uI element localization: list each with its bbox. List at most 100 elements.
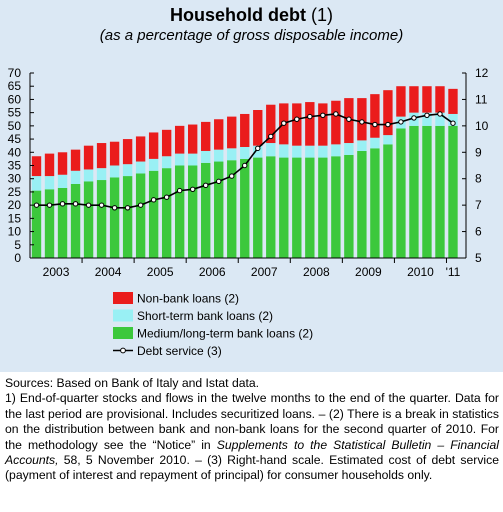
bar-non-bank-8 bbox=[135, 136, 146, 162]
bar-short-term-11 bbox=[174, 153, 185, 166]
left-tick-label-12: 60 bbox=[8, 92, 22, 106]
bar-non-bank-28 bbox=[396, 86, 406, 117]
debt-service-point-23 bbox=[333, 111, 339, 117]
x-tick-label-3: 2006 bbox=[199, 265, 226, 279]
debt-service-point-18 bbox=[268, 133, 274, 140]
debt-service-point-29 bbox=[411, 115, 417, 121]
left-tick-label-10: 50 bbox=[8, 119, 22, 133]
x-tick-label-1: 2004 bbox=[95, 265, 122, 279]
debt-service-point-11 bbox=[176, 187, 183, 194]
bar-non-bank-31 bbox=[435, 86, 445, 113]
bar-non-bank-15 bbox=[227, 116, 237, 149]
debt-service-point-21 bbox=[307, 113, 313, 120]
legend-debt-service-label: Debt service (3) bbox=[137, 344, 222, 358]
bar-medium-long-term-21 bbox=[305, 157, 315, 258]
chart-title-text: Household debt bbox=[169, 5, 306, 25]
bar-medium-long-term-9 bbox=[148, 170, 159, 258]
bar-medium-long-term-16 bbox=[240, 158, 250, 258]
left-tick-label-1: 5 bbox=[14, 238, 21, 252]
left-tick-label-3: 15 bbox=[8, 211, 22, 225]
debt-service-point-12 bbox=[189, 186, 196, 192]
bar-medium-long-term-11 bbox=[174, 165, 185, 258]
bar-non-bank-30 bbox=[422, 86, 432, 113]
bar-non-bank-18 bbox=[266, 104, 276, 144]
bar-non-bank-2 bbox=[57, 152, 68, 175]
bar-short-term-25 bbox=[357, 140, 367, 151]
bar-short-term-26 bbox=[370, 137, 380, 149]
bar-short-term-4 bbox=[83, 169, 94, 182]
bar-non-bank-5 bbox=[96, 143, 107, 169]
bar-medium-long-term-32 bbox=[448, 125, 458, 258]
debt-service-point-5 bbox=[98, 202, 105, 208]
bar-non-bank-29 bbox=[409, 86, 419, 113]
debt-service-point-4 bbox=[85, 202, 92, 208]
right-tick-label-0: 5 bbox=[475, 251, 482, 265]
bar-non-bank-27 bbox=[383, 90, 393, 136]
bar-short-term-7 bbox=[122, 164, 133, 177]
right-tick-label-1: 6 bbox=[475, 225, 482, 239]
left-tick-label-7: 35 bbox=[8, 159, 22, 173]
bar-short-term-9 bbox=[148, 158, 159, 171]
bar-medium-long-term-31 bbox=[435, 125, 445, 258]
x-tick-label-6: 2009 bbox=[355, 265, 382, 279]
left-tick-label-13: 65 bbox=[8, 79, 22, 93]
bar-short-term-21 bbox=[305, 145, 315, 158]
debt-service-point-31 bbox=[437, 111, 443, 117]
debt-service-point-17 bbox=[255, 145, 261, 152]
bar-non-bank-16 bbox=[240, 113, 250, 147]
bar-short-term-19 bbox=[279, 144, 289, 158]
bars-layer bbox=[31, 86, 458, 258]
bar-medium-long-term-2 bbox=[57, 187, 68, 258]
bar-non-bank-21 bbox=[305, 102, 315, 146]
x-tick-label-5: 2008 bbox=[303, 265, 330, 279]
debt-service-point-6 bbox=[111, 205, 118, 211]
bar-short-term-16 bbox=[240, 147, 250, 159]
chart-panel bbox=[0, 0, 503, 372]
bar-non-bank-23 bbox=[331, 100, 341, 145]
bar-non-bank-14 bbox=[214, 119, 224, 150]
bar-short-term-31 bbox=[435, 112, 445, 126]
bar-non-bank-32 bbox=[448, 88, 458, 114]
sources-note: Sources: Based on Bank of Italy and Ista… bbox=[5, 376, 260, 390]
bar-medium-long-term-18 bbox=[266, 156, 276, 258]
debt-service-point-14 bbox=[216, 178, 222, 185]
legend-medium-long-term-bank-loans-label: Medium/long-term bank loans (2) bbox=[137, 327, 313, 341]
bar-short-term-1 bbox=[44, 176, 55, 190]
debt-service-point-19 bbox=[281, 120, 287, 126]
bar-non-bank-7 bbox=[122, 139, 133, 165]
bar-medium-long-term-26 bbox=[370, 148, 380, 258]
left-tick-label-6: 30 bbox=[8, 172, 22, 186]
bar-short-term-24 bbox=[344, 143, 354, 155]
debt-service-point-2 bbox=[59, 201, 66, 207]
legend: Non-bank loans (2) Short-term bank loans … bbox=[113, 292, 313, 358]
bar-short-term-23 bbox=[331, 144, 341, 157]
left-tick-label-0: 0 bbox=[14, 251, 21, 265]
debt-service-point-15 bbox=[229, 173, 235, 179]
bar-non-bank-11 bbox=[174, 125, 185, 154]
right-tick-label-5: 10 bbox=[475, 119, 489, 133]
bar-medium-long-term-22 bbox=[318, 157, 328, 258]
bar-medium-long-term-8 bbox=[135, 173, 146, 258]
bar-short-term-13 bbox=[201, 150, 211, 163]
x-tick-label-8: '11 bbox=[446, 265, 461, 279]
bar-medium-long-term-28 bbox=[396, 128, 406, 258]
debt-service-point-10 bbox=[163, 194, 170, 200]
debt-service-point-32 bbox=[450, 120, 456, 126]
debt-service-point-0 bbox=[33, 202, 40, 208]
debt-service-point-26 bbox=[372, 121, 378, 128]
bar-non-bank-26 bbox=[370, 94, 380, 138]
debt-service-point-20 bbox=[294, 116, 300, 122]
bar-medium-long-term-3 bbox=[70, 184, 81, 258]
debt-service-line-layer bbox=[33, 111, 456, 211]
x-tick-label-2: 2005 bbox=[147, 265, 174, 279]
bar-non-bank-9 bbox=[148, 132, 159, 159]
left-tick-label-2: 10 bbox=[8, 225, 22, 239]
debt-service-point-1 bbox=[46, 202, 53, 208]
bar-short-term-17 bbox=[253, 145, 263, 158]
x-tick-label-4: 2007 bbox=[251, 265, 278, 279]
bar-medium-long-term-17 bbox=[253, 157, 263, 258]
bar-medium-long-term-4 bbox=[83, 181, 94, 258]
debt-service-point-28 bbox=[398, 119, 404, 125]
methodology-note-italic: Supplements to the Statistical Bulletin … bbox=[5, 437, 499, 468]
bar-medium-long-term-0 bbox=[31, 190, 42, 258]
